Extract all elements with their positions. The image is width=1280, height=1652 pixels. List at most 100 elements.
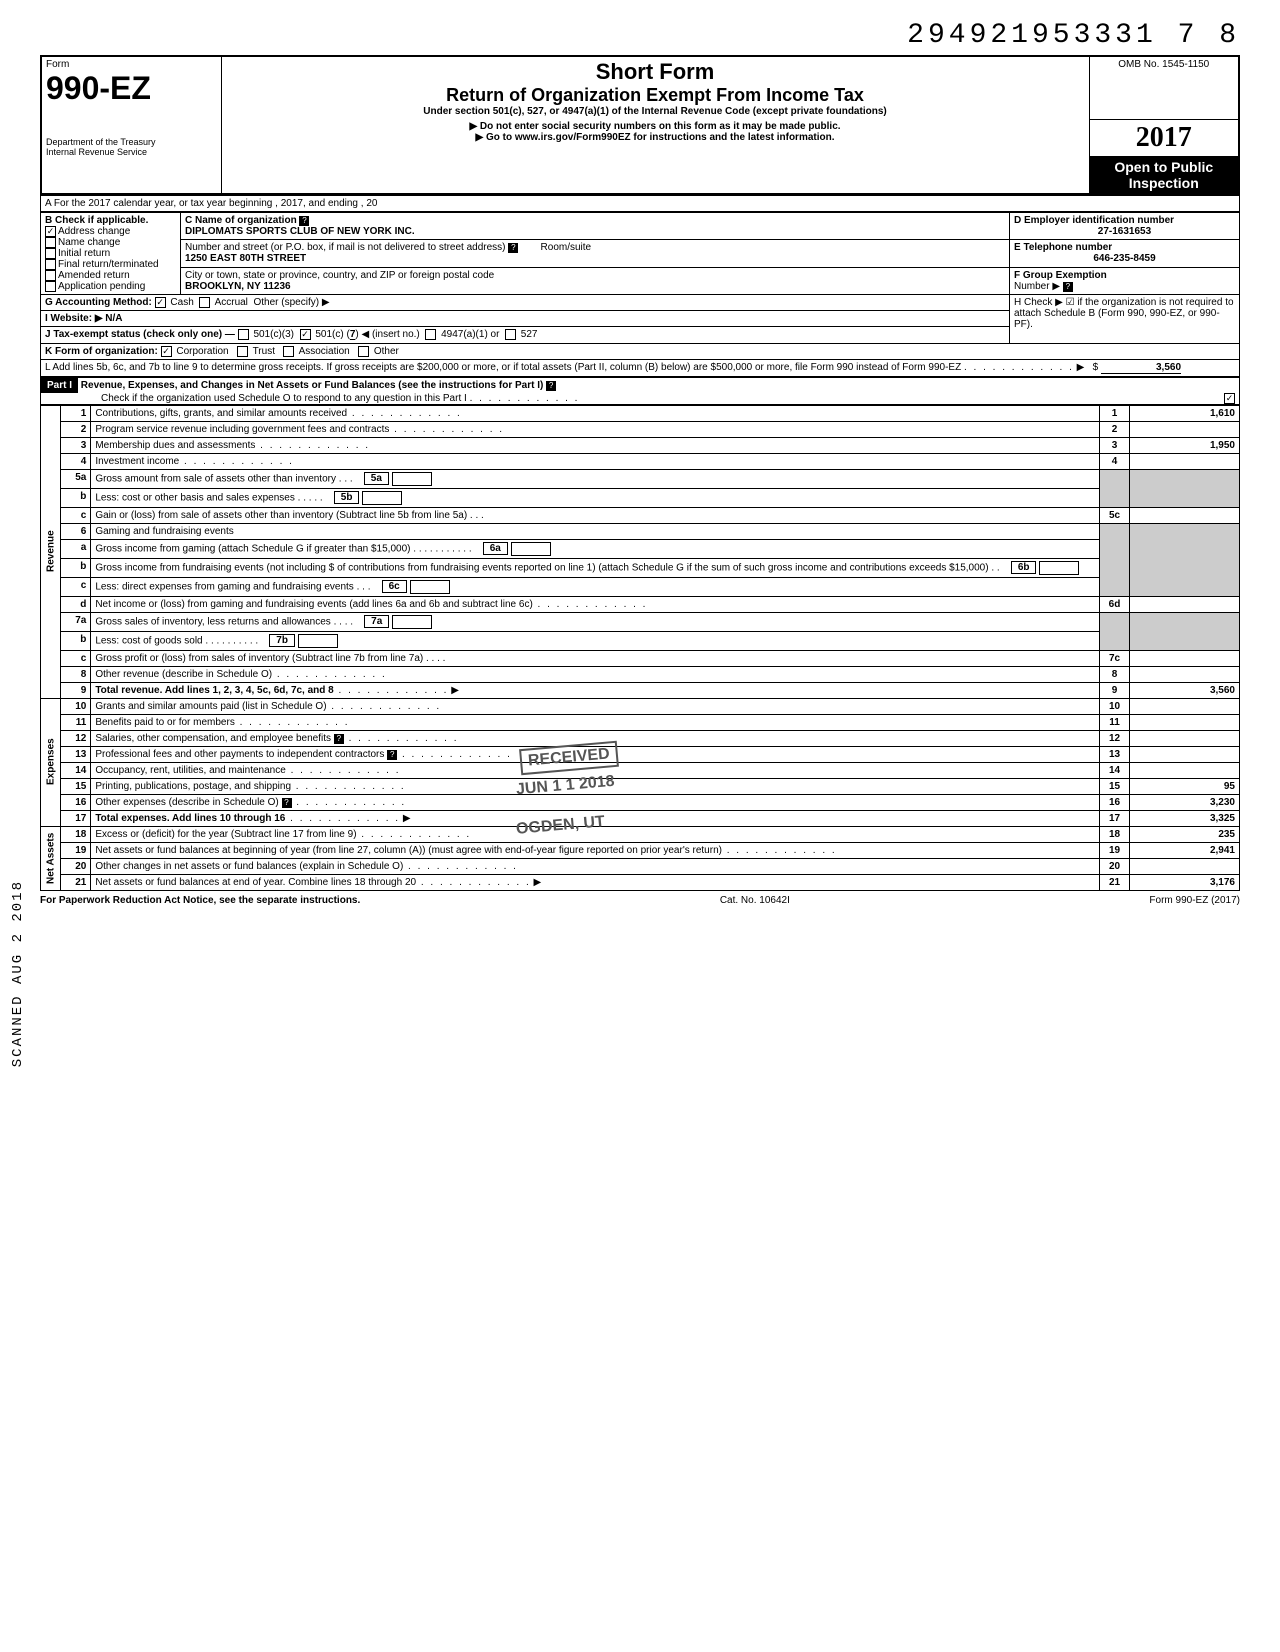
chk-initial-return[interactable]: Initial return <box>45 248 176 259</box>
ssn-warning: ▶ Do not enter social security numbers o… <box>226 121 1085 132</box>
line-19-num: 19 <box>61 842 91 858</box>
line-15-desc: Printing, publications, postage, and shi… <box>95 781 291 792</box>
line-6-desc: Gaming and fundraising events <box>91 523 1100 539</box>
section-l-text: L Add lines 5b, 6c, and 7b to line 9 to … <box>45 362 961 373</box>
section-d-label: D Employer identification number <box>1014 215 1235 226</box>
identity-grid: B Check if applicable. Address change Na… <box>40 212 1240 377</box>
help-icon[interactable]: ? <box>546 381 556 391</box>
scanned-stamp: SCANNED AUG 2 2018 <box>10 880 26 1067</box>
help-icon[interactable]: ? <box>299 216 309 226</box>
chk-501c3[interactable] <box>238 329 249 340</box>
chk-accrual[interactable] <box>199 297 210 308</box>
line-12-num: 12 <box>61 730 91 746</box>
line-6b-desc: Gross income from fundraising events (no… <box>95 562 988 573</box>
footer-left: For Paperwork Reduction Act Notice, see … <box>40 895 360 906</box>
line-7a-inner: 7a <box>364 615 389 628</box>
chk-amended-return[interactable]: Amended return <box>45 270 176 281</box>
line-6d-amount <box>1130 596 1240 612</box>
line-3-amount: 1,950 <box>1130 437 1240 453</box>
line-5a-innerbox <box>392 472 432 486</box>
goto-line: ▶ Go to www.irs.gov/Form990EZ for instru… <box>226 132 1085 143</box>
line-11-num: 11 <box>61 714 91 730</box>
chk-trust[interactable] <box>237 346 248 357</box>
line-9-num: 9 <box>61 682 91 698</box>
line-5c-num: c <box>61 507 91 523</box>
line-4-desc: Investment income <box>95 456 179 467</box>
website-value: N/A <box>105 313 122 324</box>
chk-schedule-o[interactable] <box>1224 393 1235 404</box>
line-10-box: 10 <box>1100 698 1130 714</box>
section-c-label: C Name of organization ? <box>185 215 1005 226</box>
line-14-desc: Occupancy, rent, utilities, and maintena… <box>95 765 285 776</box>
chk-other-org[interactable] <box>358 346 369 357</box>
label-cash: Cash <box>170 297 193 308</box>
chk-cash[interactable] <box>155 297 166 308</box>
line-6c-desc: Less: direct expenses from gaming and fu… <box>95 581 353 592</box>
line-18-box: 18 <box>1100 826 1130 842</box>
line-12-desc: Salaries, other compensation, and employ… <box>95 733 331 744</box>
line-14-num: 14 <box>61 762 91 778</box>
page-footer: For Paperwork Reduction Act Notice, see … <box>40 895 1240 906</box>
line-3-box: 3 <box>1100 437 1130 453</box>
line-5a-inner: 5a <box>364 472 389 485</box>
line-11-desc: Benefits paid to or for members <box>95 717 235 728</box>
line-18-desc: Excess or (deficit) for the year (Subtra… <box>95 829 356 840</box>
line-6-num: 6 <box>61 523 91 539</box>
part-1-lines: Revenue 1 Contributions, gifts, grants, … <box>40 405 1240 891</box>
line-6a-innerbox <box>511 542 551 556</box>
line-7c-num: c <box>61 650 91 666</box>
help-icon[interactable]: ? <box>334 734 344 744</box>
line-5c-box: 5c <box>1100 507 1130 523</box>
line-4-num: 4 <box>61 453 91 469</box>
tax-year: 2017 <box>1094 122 1235 154</box>
line-16-box: 16 <box>1100 794 1130 810</box>
line-16-num: 16 <box>61 794 91 810</box>
help-icon[interactable]: ? <box>387 750 397 760</box>
chk-association[interactable] <box>283 346 294 357</box>
line-7c-box: 7c <box>1100 650 1130 666</box>
section-j-label: J Tax-exempt status (check only one) — <box>45 330 235 341</box>
chk-final-return[interactable]: Final return/terminated <box>45 259 176 270</box>
chk-name-change[interactable]: Name change <box>45 237 176 248</box>
section-e-label: E Telephone number <box>1014 242 1235 253</box>
line-9-box: 9 <box>1100 682 1130 698</box>
chk-4947[interactable] <box>425 329 436 340</box>
line-5a-num: 5a <box>61 469 91 488</box>
line-2-box: 2 <box>1100 421 1130 437</box>
chk-application-pending[interactable]: Application pending <box>45 281 176 292</box>
chk-corporation[interactable] <box>161 346 172 357</box>
line-17-desc: Total expenses. Add lines 10 through 16 <box>95 813 285 824</box>
chk-527[interactable] <box>505 329 516 340</box>
label-501c-post: ) ◀ (insert no.) <box>355 330 419 341</box>
line-18-amount: 235 <box>1130 826 1240 842</box>
section-g-label: G Accounting Method: <box>45 297 152 308</box>
line-20-num: 20 <box>61 858 91 874</box>
line-17-amount: 3,325 <box>1130 810 1240 826</box>
line-21-num: 21 <box>61 874 91 890</box>
help-icon[interactable]: ? <box>1063 282 1073 292</box>
line-7a-innerbox <box>392 615 432 629</box>
line-11-box: 11 <box>1100 714 1130 730</box>
line-1-box: 1 <box>1100 405 1130 421</box>
label-trust: Trust <box>253 346 275 357</box>
line-7a-num: 7a <box>61 612 91 631</box>
part-1-title: Revenue, Expenses, and Changes in Net As… <box>81 380 544 391</box>
under-section: Under section 501(c), 527, or 4947(a)(1)… <box>226 106 1085 117</box>
label-501c-pre: 501(c) ( <box>315 330 349 341</box>
chk-address-change[interactable]: Address change <box>45 226 176 237</box>
line-5b-desc: Less: cost or other basis and sales expe… <box>95 492 295 503</box>
help-icon[interactable]: ? <box>282 798 292 808</box>
section-b-header: B Check if applicable. <box>45 215 176 226</box>
line-6a-inner: 6a <box>483 542 508 555</box>
phone-value: 646-235-8459 <box>1014 253 1235 264</box>
line-13-num: 13 <box>61 746 91 762</box>
line-7b-innerbox <box>298 634 338 648</box>
return-title: Return of Organization Exempt From Incom… <box>226 85 1085 106</box>
line-15-num: 15 <box>61 778 91 794</box>
street-label: Number and street (or P.O. box, if mail … <box>185 242 1005 253</box>
help-icon[interactable]: ? <box>508 243 518 253</box>
label-other-method: Other (specify) ▶ <box>253 297 329 308</box>
line-11-amount <box>1130 714 1240 730</box>
line-3-num: 3 <box>61 437 91 453</box>
chk-501c[interactable] <box>300 329 311 340</box>
